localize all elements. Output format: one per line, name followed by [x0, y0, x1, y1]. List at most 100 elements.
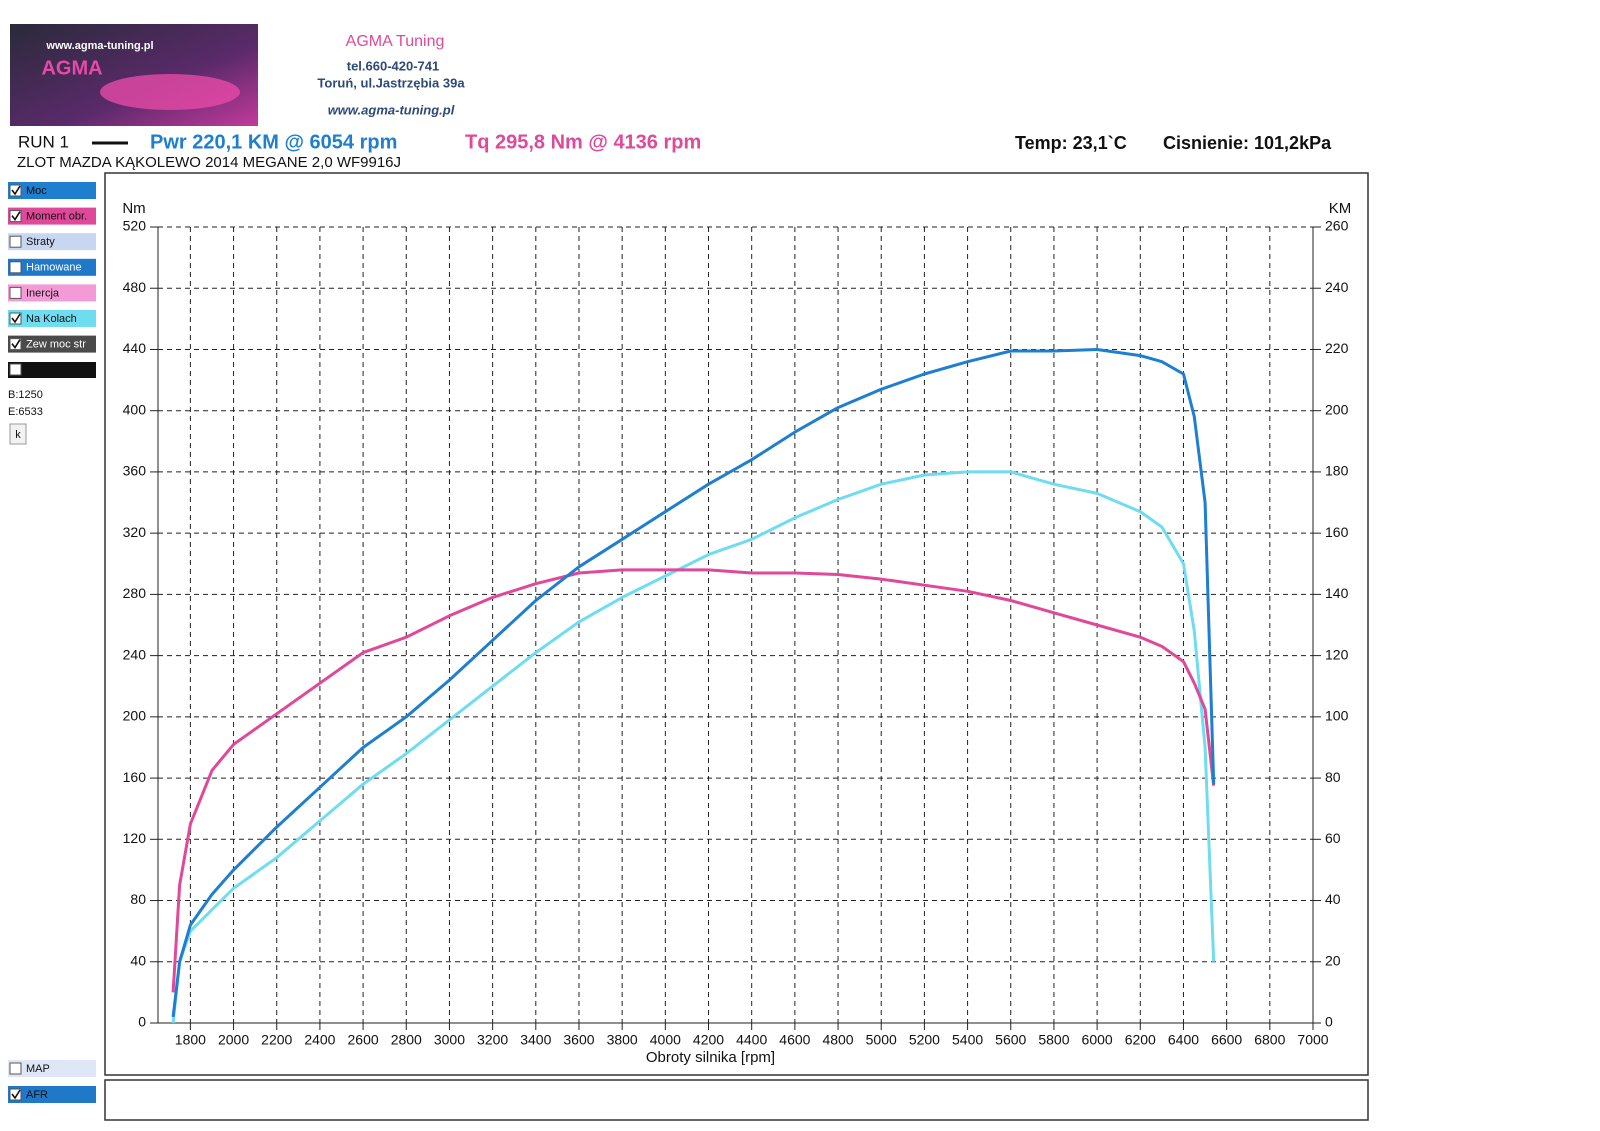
y2-tick-label: 60: [1325, 830, 1341, 846]
y-tick-label: 40: [130, 952, 146, 968]
sidebar-swatch: [8, 310, 96, 327]
x-tick-label: 4000: [650, 1032, 681, 1048]
x-tick-label: 2800: [391, 1032, 422, 1048]
sidebar-swatch: [8, 182, 96, 199]
address: Toruń, ul.Jastrzębia 39a: [317, 75, 465, 90]
sidebar-swatch: [8, 1060, 96, 1077]
temperature: Temp: 23,1`C: [1015, 133, 1127, 153]
checkbox[interactable]: [9, 312, 22, 325]
sidebar-swatch: [8, 335, 96, 353]
sidebar-swatch: [8, 258, 96, 276]
x-tick-label: 3800: [607, 1032, 638, 1048]
checkmark: [11, 185, 21, 196]
run-description: ZLOT MAZDA KĄKOLEWO 2014 MEGANE 2,0 WF99…: [17, 154, 401, 171]
pressure: Cisnienie: 101,2kPa: [1163, 133, 1332, 153]
y2-tick-label: 120: [1325, 646, 1349, 662]
checkbox[interactable]: [9, 363, 22, 376]
x-tick-label: 4400: [736, 1032, 767, 1048]
y-tick-label: 240: [123, 646, 147, 662]
x-tick-label: 2400: [304, 1032, 335, 1048]
x-tick-label: 4200: [693, 1032, 724, 1048]
logo-car: [100, 74, 240, 110]
sidebar-label: Moc: [26, 185, 47, 197]
x-tick-label: 5800: [1038, 1032, 1069, 1048]
series-line: [171, 568, 1216, 993]
y-tick-label: 80: [130, 891, 146, 907]
y2-tick-label: 20: [1325, 952, 1341, 968]
sidebar-swatch: [8, 233, 96, 251]
x-tick-label: 2200: [261, 1032, 292, 1048]
x-tick-label: 3400: [520, 1032, 551, 1048]
aux-frame: [104, 1079, 1369, 1121]
checkbox[interactable]: [9, 286, 22, 299]
x-tick-label: 6200: [1125, 1032, 1156, 1048]
sidebar-label: MAP: [26, 1063, 50, 1075]
y-tick-label: 160: [123, 769, 147, 785]
y2-tick-label: 220: [1325, 340, 1349, 356]
y2-tick-label: 0: [1325, 1014, 1333, 1030]
x-tick-label: 3600: [563, 1032, 594, 1048]
sidebar-label: AFR: [26, 1089, 48, 1101]
k-button[interactable]: [9, 423, 27, 445]
y-tick-label: 400: [123, 401, 147, 417]
y2-tick-label: 160: [1325, 524, 1349, 540]
sidebar-label: Moment obr.: [26, 211, 87, 223]
run-label: RUN 1: [18, 132, 69, 151]
x-tick-label: 6800: [1254, 1032, 1285, 1048]
y2-tick-label: 40: [1325, 891, 1341, 907]
checkbox[interactable]: [9, 184, 22, 197]
company: AGMA Tuning: [346, 33, 445, 50]
checkbox[interactable]: [9, 261, 22, 274]
checkbox[interactable]: [9, 210, 22, 223]
x-tick-label: 7000: [1297, 1032, 1328, 1048]
x-tick-label: 5600: [995, 1032, 1026, 1048]
checkmark: [11, 313, 21, 324]
checkbox[interactable]: [9, 1088, 22, 1101]
sidebar-label: Hamowane: [26, 262, 82, 274]
y-tick-label: 320: [123, 524, 147, 540]
series-line: [171, 348, 1216, 1018]
x-tick-label: 5000: [866, 1032, 897, 1048]
y2-tick-label: 260: [1325, 218, 1349, 234]
checkbox[interactable]: [9, 338, 22, 351]
checkmark: [11, 1089, 21, 1100]
y2-tick-label: 180: [1325, 463, 1349, 479]
x-tick-label: 3000: [434, 1032, 465, 1048]
sidebar-empty-row: [8, 362, 96, 378]
x-tick-label: 3200: [477, 1032, 508, 1048]
y-tick-label: 360: [123, 463, 147, 479]
y-tick-label: 280: [123, 585, 147, 601]
y2-axis-title: KM: [1329, 200, 1352, 217]
y2-tick-label: 140: [1325, 585, 1349, 601]
x-tick-label: 6400: [1168, 1032, 1199, 1048]
checkbox[interactable]: [9, 1062, 22, 1075]
x-tick-label: 6000: [1082, 1032, 1113, 1048]
checkmark: [11, 211, 21, 222]
x-axis-title: Obroty silnika [rpm]: [646, 1049, 775, 1066]
x-tick-label: 2600: [348, 1032, 379, 1048]
y-tick-label: 120: [123, 830, 147, 846]
x-tick-label: 6600: [1211, 1032, 1242, 1048]
sidebar-swatch: [8, 207, 96, 225]
phone: tel.660-420-741: [347, 58, 440, 73]
begin-rpm: B:1250: [8, 389, 43, 401]
y2-tick-label: 100: [1325, 708, 1349, 724]
y-tick-label: 0: [138, 1014, 146, 1030]
logo-url: www.agma-tuning.pl: [45, 40, 153, 52]
logo: [10, 24, 258, 126]
y-tick-label: 520: [123, 218, 147, 234]
x-tick-label: 2000: [218, 1032, 249, 1048]
logo-name: AGMA: [41, 57, 102, 79]
website: www.agma-tuning.pl: [328, 102, 455, 117]
x-tick-label: 5400: [952, 1032, 983, 1048]
k-button-label[interactable]: k: [15, 429, 21, 441]
chart-frame: [104, 172, 1369, 1076]
y-tick-label: 480: [123, 279, 147, 295]
sidebar-label: Inercja: [26, 287, 60, 299]
checkbox[interactable]: [9, 235, 22, 248]
sidebar-swatch: [8, 284, 96, 302]
x-tick-label: 5200: [909, 1032, 940, 1048]
peak-torque: Tq 295,8 Nm @ 4136 rpm: [465, 131, 701, 153]
y-axis-title: Nm: [122, 200, 145, 217]
